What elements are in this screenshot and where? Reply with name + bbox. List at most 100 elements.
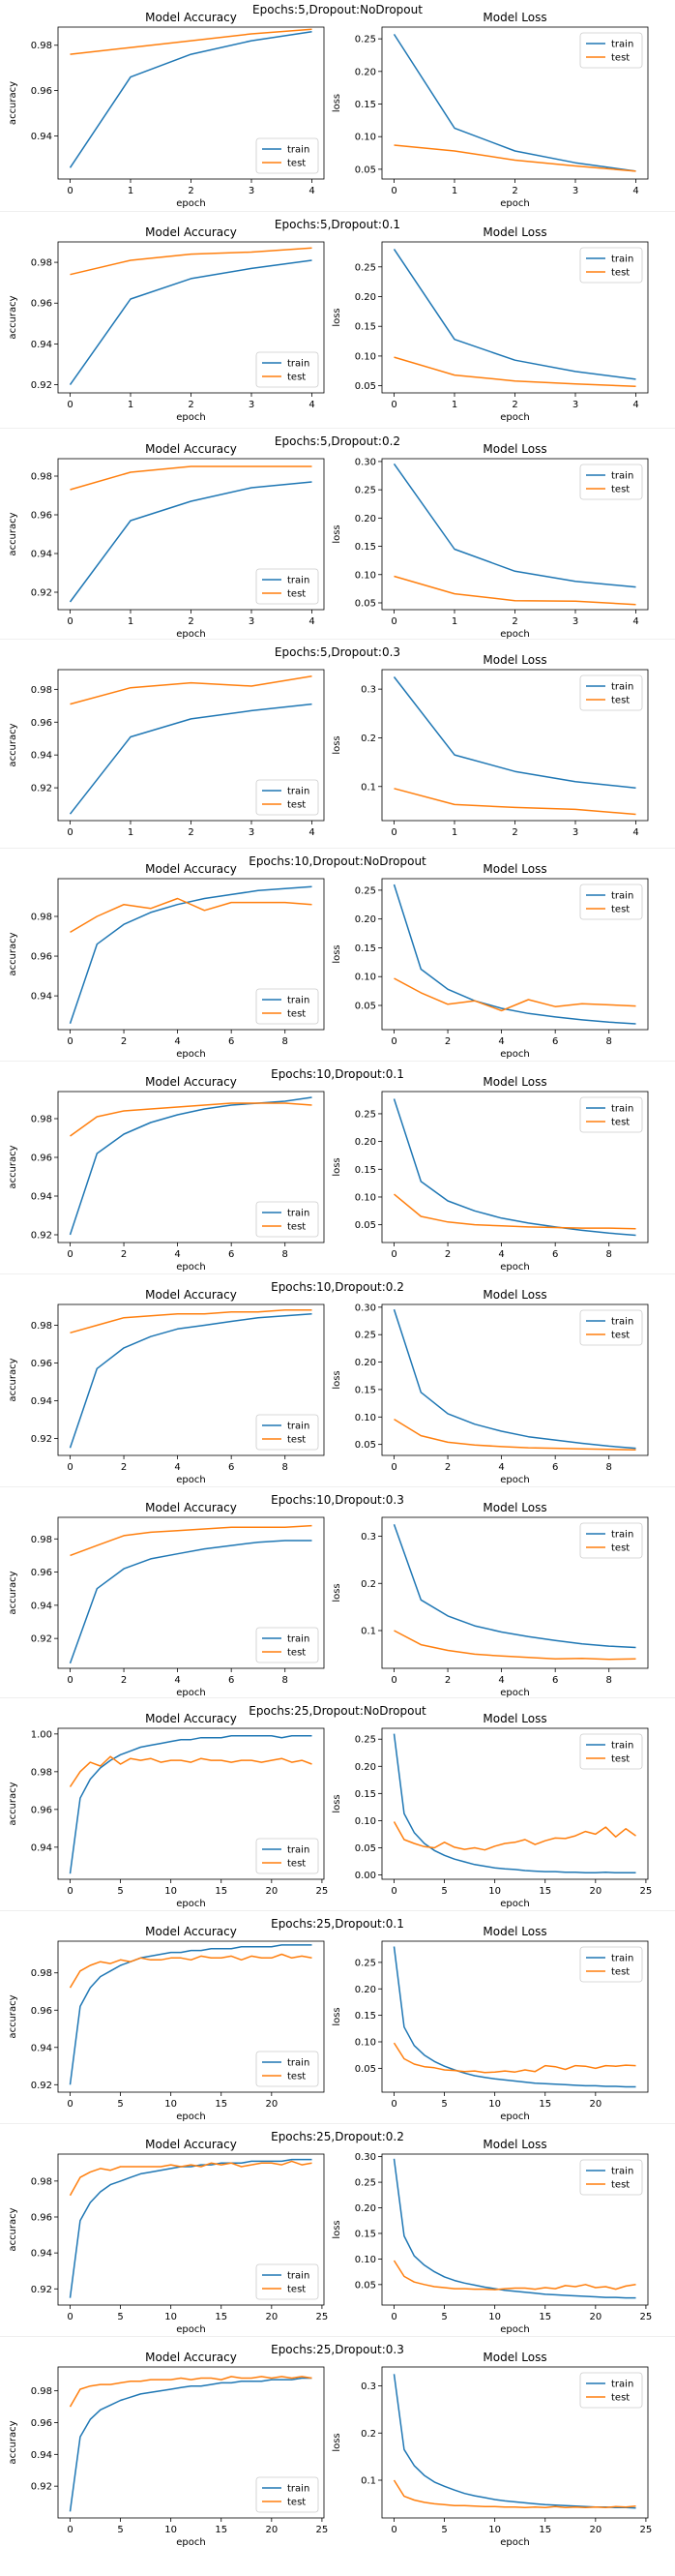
row-separator — [0, 1486, 675, 1487]
x-tick-label: 3 — [249, 616, 254, 627]
y-tick-label: 0.2 — [361, 734, 376, 744]
row-separator — [0, 1273, 675, 1274]
chart-title: Model Accuracy — [145, 1288, 237, 1302]
legend-label-test: test — [611, 268, 630, 279]
legend-label-test: test — [611, 905, 630, 915]
legend: train test — [580, 675, 642, 710]
chart-title: Model Loss — [483, 2351, 546, 2364]
x-axis-label: epoch — [176, 1688, 205, 1698]
x-tick-label: 20 — [589, 1886, 602, 1897]
x-tick-label: 10 — [164, 1886, 177, 1897]
chart-title: Model Accuracy — [145, 2138, 237, 2151]
legend-label-train: train — [611, 1317, 633, 1328]
test-series-line — [395, 577, 636, 605]
x-axis-label: epoch — [500, 2112, 529, 2122]
chart-title: Model Loss — [483, 1501, 546, 1514]
y-axis-label: loss — [332, 735, 342, 754]
y-tick-label: 0.1 — [361, 2476, 376, 2487]
x-tick-label: 4 — [632, 827, 638, 838]
legend-label-test: test — [287, 373, 306, 383]
y-axis-label: loss — [332, 1370, 342, 1389]
chart-title: Model Accuracy — [145, 1075, 237, 1089]
x-tick-label: 3 — [572, 186, 578, 196]
x-tick-label: 0 — [67, 186, 73, 196]
x-tick-label: 20 — [265, 2525, 278, 2535]
y-tick-label: 0.96 — [31, 86, 52, 97]
x-tick-label: 2 — [512, 827, 517, 838]
x-tick-label: 0 — [67, 1886, 73, 1897]
y-tick-label: 0.25 — [355, 1109, 376, 1120]
x-tick-label: 1 — [452, 400, 457, 410]
y-tick-label: 0.92 — [31, 1434, 52, 1445]
y-tick-label: 0.15 — [355, 2229, 376, 2239]
y-tick-label: 0.10 — [355, 351, 376, 362]
y-tick-label: 0.98 — [31, 41, 52, 51]
figure-suptitle: Epochs:5,Dropout:NoDropout — [252, 3, 423, 16]
y-tick-label: 0.20 — [355, 1762, 376, 1773]
accuracy-chart: Model Accuracy 0 1 2 3 4 0.92 0.94 0.96 0.98 epoch… — [8, 225, 324, 423]
y-tick-label: 0.94 — [31, 1601, 52, 1611]
y-tick-label: 0.10 — [355, 1413, 376, 1423]
y-axis-label: accuracy — [8, 1358, 18, 1401]
y-tick-label: 0.20 — [355, 1137, 376, 1148]
y-tick-label: 0.96 — [31, 2213, 52, 2224]
chart-title: Model Accuracy — [145, 442, 237, 456]
legend-label-test: test — [287, 589, 306, 600]
chart-title: Model Loss — [483, 1712, 546, 1725]
legend: train test — [256, 569, 318, 604]
y-axis-label: accuracy — [8, 723, 18, 766]
test-series-line — [395, 2261, 636, 2290]
figure-suptitle: Epochs:10,Dropout:0.2 — [271, 1280, 404, 1294]
x-tick-label: 0 — [67, 1249, 73, 1260]
accuracy-chart: Model Accuracy 0 5 10 15 20 25 0.94 0.96 0.98 1.00… — [8, 1712, 328, 1909]
y-tick-label: 0.10 — [355, 1192, 376, 1203]
y-tick-label: 0.96 — [31, 1568, 52, 1578]
y-tick-label: 0.25 — [355, 1331, 376, 1341]
y-tick-label: 0.15 — [355, 100, 376, 110]
y-axis-label: accuracy — [8, 2420, 18, 2464]
chart-title: Model Loss — [483, 1925, 546, 1938]
chart-title: Model Accuracy — [145, 1501, 237, 1514]
x-tick-label: 2 — [445, 1675, 451, 1686]
x-tick-label: 2 — [188, 616, 193, 627]
x-tick-label: 0 — [391, 827, 396, 838]
x-tick-label: 6 — [552, 1675, 558, 1686]
y-tick-label: 0.96 — [31, 299, 52, 310]
y-tick-label: 0.05 — [355, 381, 376, 392]
x-tick-label: 8 — [282, 1675, 288, 1686]
test-series-line — [71, 1756, 312, 1786]
x-tick-label: 4 — [174, 1249, 180, 1260]
y-tick-label: 0.20 — [355, 514, 376, 524]
y-tick-label: 0.05 — [355, 1220, 376, 1231]
y-tick-label: 0.98 — [31, 2386, 52, 2397]
x-tick-label: 0 — [67, 616, 73, 627]
y-tick-label: 0.94 — [31, 550, 52, 560]
row-separator — [0, 1061, 675, 1062]
figure-row: Epochs:10,Dropout:0.1 Model Accuracy 0 2 4 6 8… — [0, 1061, 675, 1273]
x-tick-label: 2 — [445, 1462, 451, 1473]
legend: train test — [256, 1202, 318, 1237]
chart-title: Model Loss — [483, 862, 546, 876]
legend-label-train: train — [287, 1845, 309, 1856]
y-tick-label: 0.10 — [355, 2038, 376, 2049]
x-tick-label: 20 — [265, 2099, 278, 2110]
legend: train test — [580, 1734, 642, 1769]
x-tick-label: 2 — [121, 1675, 127, 1686]
x-tick-label: 25 — [316, 2525, 329, 2535]
chart-title: Model Loss — [483, 2138, 546, 2151]
x-tick-label: 8 — [606, 1036, 612, 1047]
legend: train test — [580, 2373, 642, 2408]
row-separator — [0, 2336, 675, 2337]
legend-label-test: test — [287, 1648, 306, 1659]
y-tick-label: 0.96 — [31, 1153, 52, 1164]
y-axis-label: loss — [332, 2220, 342, 2238]
legend-label-test: test — [287, 2498, 306, 2508]
figure-row: Epochs:25,Dropout:0.1 Model Accuracy 0 5 10 1… — [0, 1910, 675, 2122]
x-tick-label: 1 — [452, 186, 457, 196]
y-tick-label: 0.98 — [31, 1535, 52, 1545]
figure-row: Epochs:10,Dropout:0.2 Model Accuracy 0 2 4 6 8… — [0, 1273, 675, 1485]
test-series-line — [71, 2377, 312, 2407]
y-tick-label: 0.20 — [355, 914, 376, 925]
x-axis-label: epoch — [176, 2537, 205, 2548]
legend: train test — [580, 1310, 642, 1345]
